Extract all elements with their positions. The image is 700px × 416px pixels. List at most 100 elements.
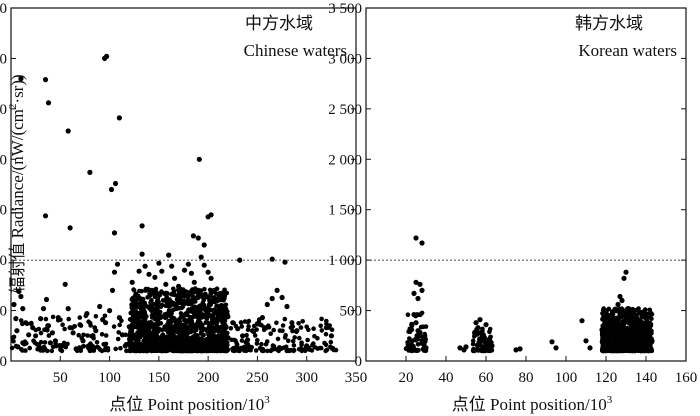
data-point (647, 328, 653, 334)
data-point (200, 304, 206, 309)
data-point (159, 268, 165, 274)
data-point (42, 340, 48, 345)
data-point (324, 318, 329, 324)
data-point (80, 338, 86, 344)
data-point (299, 342, 304, 348)
data-point (625, 306, 631, 312)
data-point (18, 293, 24, 300)
panel-title-en: Chinese waters (244, 41, 347, 60)
data-point (405, 312, 411, 318)
data-point (623, 269, 629, 275)
data-point (33, 333, 39, 339)
data-point (615, 301, 621, 308)
y-tick-label: 3 000 (328, 51, 362, 67)
data-point (122, 343, 128, 349)
data-point (473, 320, 479, 326)
data-point (200, 340, 205, 345)
data-point (194, 308, 200, 314)
data-point (173, 348, 178, 353)
data-point (626, 319, 632, 324)
data-point (49, 348, 55, 354)
data-point (157, 326, 162, 332)
data-point (479, 334, 485, 340)
data-point (136, 293, 141, 299)
data-point (23, 320, 29, 326)
data-point (259, 348, 265, 354)
data-point (199, 336, 204, 341)
data-point (145, 295, 150, 300)
data-point (220, 324, 226, 330)
data-point (27, 345, 32, 351)
data-point (616, 306, 622, 312)
data-point (203, 337, 209, 342)
data-point (218, 329, 223, 334)
data-point (156, 260, 162, 266)
data-point (229, 337, 234, 343)
data-point (474, 342, 480, 348)
panel-title-cn: 韩方水域 (575, 14, 643, 33)
data-point (628, 331, 634, 337)
data-point (166, 252, 172, 258)
data-point (214, 320, 219, 326)
data-point (214, 303, 220, 309)
data-point (246, 343, 252, 349)
data-point (409, 322, 414, 328)
data-point (177, 297, 183, 303)
data-point (87, 169, 93, 175)
data-point (220, 308, 226, 314)
data-point (619, 297, 625, 304)
data-point (42, 213, 49, 219)
data-point (328, 339, 334, 345)
data-point (634, 314, 639, 320)
data-point (254, 321, 260, 327)
data-point (254, 341, 260, 346)
data-point (138, 303, 144, 308)
data-point (40, 306, 47, 312)
data-point (206, 333, 212, 339)
data-point (642, 332, 647, 338)
data-point (117, 322, 122, 328)
data-point (603, 348, 609, 354)
data-point (415, 295, 421, 302)
data-point (62, 281, 68, 287)
data-point (149, 287, 155, 293)
data-point (184, 339, 190, 345)
data-point (553, 345, 559, 351)
data-point (221, 294, 226, 299)
data-point (237, 257, 243, 263)
data-point (647, 345, 653, 351)
data-point (201, 332, 206, 338)
data-point (417, 333, 423, 339)
data-point (268, 331, 274, 337)
data-point (605, 333, 611, 339)
data-point (150, 347, 155, 353)
y-tick-label: 2 000 (328, 152, 362, 168)
data-point (147, 306, 152, 311)
data-point (298, 346, 304, 352)
data-point (45, 323, 52, 329)
data-point (622, 320, 628, 325)
data-point (178, 311, 184, 316)
data-point (139, 341, 145, 347)
data-point (31, 338, 36, 344)
data-point (90, 333, 96, 339)
data-point (43, 296, 50, 303)
data-point (89, 348, 94, 353)
data-point (43, 316, 49, 322)
data-point (131, 288, 137, 293)
data-point (171, 289, 177, 294)
data-point (99, 332, 105, 337)
x-tick-label: 350 (345, 370, 368, 386)
data-point (129, 279, 135, 285)
data-point (633, 348, 638, 353)
data-point (42, 77, 49, 83)
data-point (139, 251, 145, 257)
data-point (579, 318, 585, 324)
data-point (133, 317, 138, 323)
data-point (103, 320, 109, 326)
data-point (644, 315, 649, 320)
data-point (249, 328, 256, 334)
data-point (319, 328, 325, 333)
data-point (38, 316, 44, 322)
